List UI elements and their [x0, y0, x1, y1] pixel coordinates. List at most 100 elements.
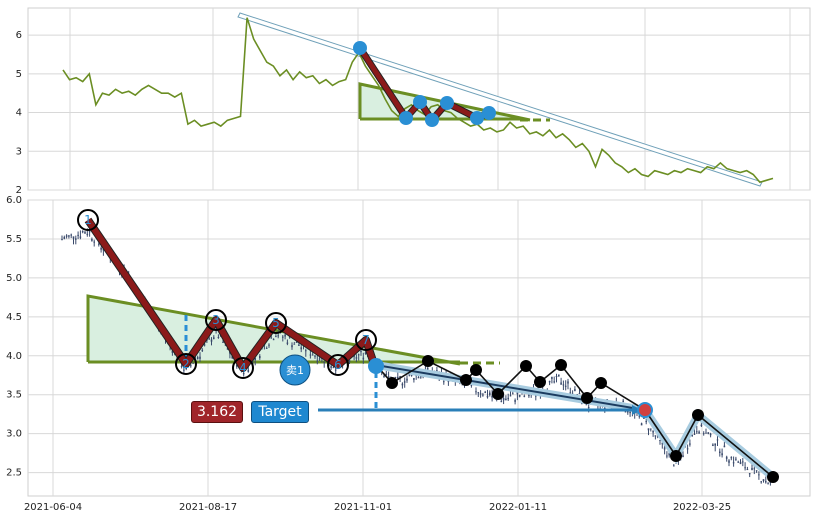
detail-black-pivot	[386, 377, 398, 389]
candle-body	[767, 483, 769, 485]
candle-body	[203, 344, 206, 346]
candle-body	[640, 423, 643, 426]
pivot-ring	[232, 357, 254, 379]
pivot-ring	[327, 354, 349, 376]
candle-body	[604, 407, 606, 409]
overview-pivot-marker	[413, 95, 427, 109]
candle-body	[470, 384, 473, 386]
candle-body	[702, 433, 705, 435]
candle-body	[399, 375, 401, 378]
candle-body	[523, 395, 526, 397]
candle-body	[282, 336, 284, 338]
candle-body	[242, 372, 245, 375]
candle-body	[355, 357, 358, 359]
candle-body	[723, 445, 726, 448]
candle-body	[585, 404, 588, 406]
overview-price-line	[62, 17, 774, 184]
detail-black-pivot	[470, 364, 482, 376]
candle-body	[569, 392, 572, 394]
candle-body	[413, 377, 415, 380]
detail-black-pivot	[767, 471, 779, 483]
candle-body	[295, 341, 298, 343]
pivot-label: 5	[272, 316, 280, 330]
candle-body	[707, 432, 710, 434]
detail-black-pivot	[670, 450, 682, 462]
candle-body	[482, 394, 484, 396]
candle-body	[222, 341, 224, 343]
pivot-label: 3	[212, 313, 220, 327]
candle-body	[555, 375, 558, 377]
pivot-ring	[265, 312, 287, 334]
candle-body	[316, 360, 319, 362]
candle-body	[659, 439, 661, 441]
detail-projection-line	[375, 364, 646, 411]
candle-body	[88, 231, 91, 233]
candle-body	[91, 238, 93, 241]
candle-body	[417, 376, 420, 379]
detail-black-pivot	[520, 360, 532, 372]
detail-black-pivot	[595, 377, 607, 389]
candle-body	[401, 383, 404, 386]
candle-body	[755, 470, 758, 472]
candle-body	[298, 344, 300, 346]
candle-body	[712, 444, 714, 447]
candle-body	[516, 392, 519, 395]
candle-body	[500, 401, 503, 403]
candle-body	[226, 348, 229, 350]
detail-black-pivot	[581, 392, 593, 404]
candle-body	[719, 451, 721, 453]
candle-body	[410, 374, 413, 376]
candle-body	[505, 398, 507, 401]
candle-body	[270, 337, 273, 339]
candle-body	[314, 355, 316, 357]
candle-body	[86, 233, 89, 236]
pivot-ring	[205, 309, 227, 331]
candle-body	[489, 392, 491, 395]
candle-body	[507, 397, 509, 400]
candle-body	[553, 381, 555, 383]
candle-body	[574, 389, 576, 391]
candle-body	[650, 428, 652, 430]
pivot-ring	[77, 209, 99, 231]
candle-body	[638, 415, 641, 417]
candle-body	[744, 467, 746, 469]
candle-body	[387, 376, 390, 378]
candle-body	[192, 362, 194, 364]
overview-ytick-label: 2	[16, 185, 22, 196]
candle-body	[762, 479, 765, 482]
candle-body	[334, 369, 337, 371]
candle-body	[716, 439, 719, 441]
candle-body	[587, 407, 590, 409]
candle-body	[528, 394, 530, 397]
candle-body	[514, 400, 516, 402]
candle-body	[491, 395, 493, 398]
detail-ytick-label: 3.5	[6, 390, 22, 401]
candle-body	[217, 336, 220, 338]
candle-body	[661, 443, 664, 445]
candle-body	[199, 356, 201, 359]
candle-body	[753, 468, 756, 470]
detail-target-point	[637, 402, 653, 418]
candle-body	[560, 382, 562, 385]
candle-body	[213, 337, 215, 339]
candle-body	[751, 467, 753, 471]
candle-body	[318, 358, 321, 360]
detail-blue-pivot	[368, 358, 384, 374]
candle-body	[61, 239, 63, 241]
candle-body	[686, 448, 689, 450]
candle-body	[63, 237, 66, 239]
candle-body	[689, 443, 691, 445]
candle-body	[725, 456, 728, 459]
candle-body	[171, 350, 174, 353]
candle-body	[643, 417, 645, 419]
detail-black-pivot	[422, 355, 434, 367]
candle-body	[406, 378, 408, 381]
candle-body	[486, 395, 489, 398]
detail-xtick-label: 2022-03-25	[673, 502, 731, 513]
overview-wedge-upper	[358, 82, 531, 122]
candle-body	[70, 234, 72, 236]
candle-body	[765, 481, 767, 483]
candle-body	[332, 367, 335, 369]
